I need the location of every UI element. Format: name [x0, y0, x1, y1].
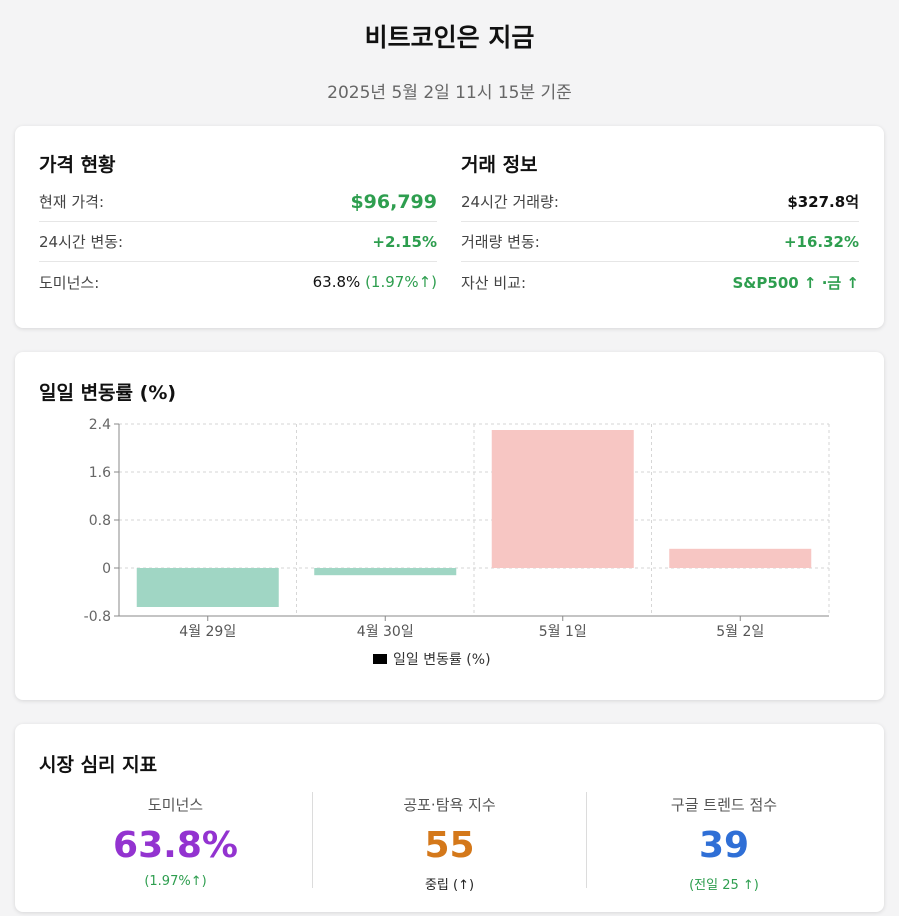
chart-card: 일일 변동률 (%) 2.4 1.6 0.8 0 -0.8 4월 29일 4월 30일 5월 …	[15, 352, 884, 700]
x-tick-label: 5월 2일	[716, 624, 764, 640]
volume-label: 24시간 거래량:	[461, 193, 559, 211]
dominance-change: (1.97%↑)	[365, 273, 437, 291]
sentiment-dominance-sub: (1.97%↑)	[144, 874, 207, 889]
trade-row-volume: 24시간 거래량: $327.8억	[461, 182, 859, 222]
price-panel-title: 가격 현황	[39, 154, 116, 176]
price-panel: 가격 현황 현재 가격: $96,799 24시간 변동: +2.15% 도미넌…	[39, 150, 437, 302]
change-24h-label: 24시간 변동:	[39, 233, 124, 251]
y-tick-label: 1.6	[89, 465, 111, 481]
y-tick-label: -0.8	[84, 609, 111, 625]
dominance-value-group: 63.8% (1.97%↑)	[313, 273, 437, 291]
change-24h-value: +2.15%	[372, 232, 437, 251]
price-row-dominance: 도미넌스: 63.8% (1.97%↑)	[39, 262, 437, 302]
trade-row-volume-change: 거래량 변동: +16.32%	[461, 222, 859, 262]
dominance-label: 도미넌스:	[39, 273, 100, 292]
trade-row-asset-compare: 자산 비교: S&P500 ↑ ·금 ↑	[461, 262, 859, 302]
bar	[491, 430, 634, 568]
sentiment-dominance: 도미넌스 63.8% (1.97%↑)	[39, 792, 313, 889]
sentiment-dominance-label: 도미넌스	[147, 796, 204, 814]
sentiment-google-trends-label: 구글 트렌드 점수	[670, 796, 778, 814]
asset-compare-value: S&P500 ↑ ·금 ↑	[732, 273, 860, 292]
bar	[314, 568, 457, 576]
page-subtitle: 2025년 5월 2일 11시 15분 기준	[327, 83, 572, 103]
volume-change-value: +16.32%	[783, 232, 859, 251]
sentiment-google-trends-sub: (전일 25 ↑)	[689, 878, 759, 893]
price-row-change: 24시간 변동: +2.15%	[39, 222, 437, 262]
legend-swatch	[373, 654, 387, 664]
price-row-current: 현재 가격: $96,799	[39, 182, 437, 222]
sentiment-google-trends: 구글 트렌드 점수 39 (전일 25 ↑)	[587, 792, 861, 893]
current-price-value: $96,799	[350, 190, 437, 213]
y-tick-label: 0.8	[89, 513, 111, 529]
legend-label: 일일 변동률 (%)	[393, 652, 491, 668]
bar	[136, 568, 279, 607]
dominance-value: 63.8%	[312, 273, 361, 291]
sentiment-google-trends-value: 39	[698, 825, 750, 866]
y-tick-label: 0	[102, 561, 111, 577]
sentiment-dominance-value: 63.8%	[113, 825, 238, 866]
x-tick-label: 4월 29일	[179, 624, 236, 640]
sentiment-card: 시장 심리 지표 도미넌스 63.8% (1.97%↑) 공포·탐욕 지수 55…	[15, 724, 884, 912]
volume-value: $327.8억	[787, 193, 859, 211]
volume-change-label: 거래량 변동:	[461, 233, 540, 251]
sentiment-fear-greed: 공포·탐욕 지수 55 중립 (↑)	[313, 792, 587, 893]
asset-compare-label: 자산 비교:	[461, 273, 527, 292]
y-tick-label: 2.4	[89, 417, 111, 433]
sentiment-fear-greed-label: 공포·탐욕 지수	[403, 796, 496, 814]
page-title: 비트코인은 지금	[364, 23, 535, 52]
trade-panel-title: 거래 정보	[461, 154, 538, 176]
trade-panel: 거래 정보 24시간 거래량: $327.8억 거래량 변동: +16.32% …	[461, 150, 859, 302]
x-tick-label: 4월 30일	[357, 624, 414, 640]
sentiment-fear-greed-value: 55	[424, 825, 475, 866]
current-price-label: 현재 가격:	[39, 193, 105, 211]
sentiment-fear-greed-sub: 중립 (↑)	[424, 878, 475, 893]
sentiment-title: 시장 심리 지표	[39, 754, 158, 776]
bar	[669, 548, 812, 568]
chart-title: 일일 변동률 (%)	[39, 382, 177, 404]
x-tick-label: 5월 1일	[539, 624, 587, 640]
summary-card: 가격 현황 현재 가격: $96,799 24시간 변동: +2.15% 도미넌…	[15, 126, 884, 328]
